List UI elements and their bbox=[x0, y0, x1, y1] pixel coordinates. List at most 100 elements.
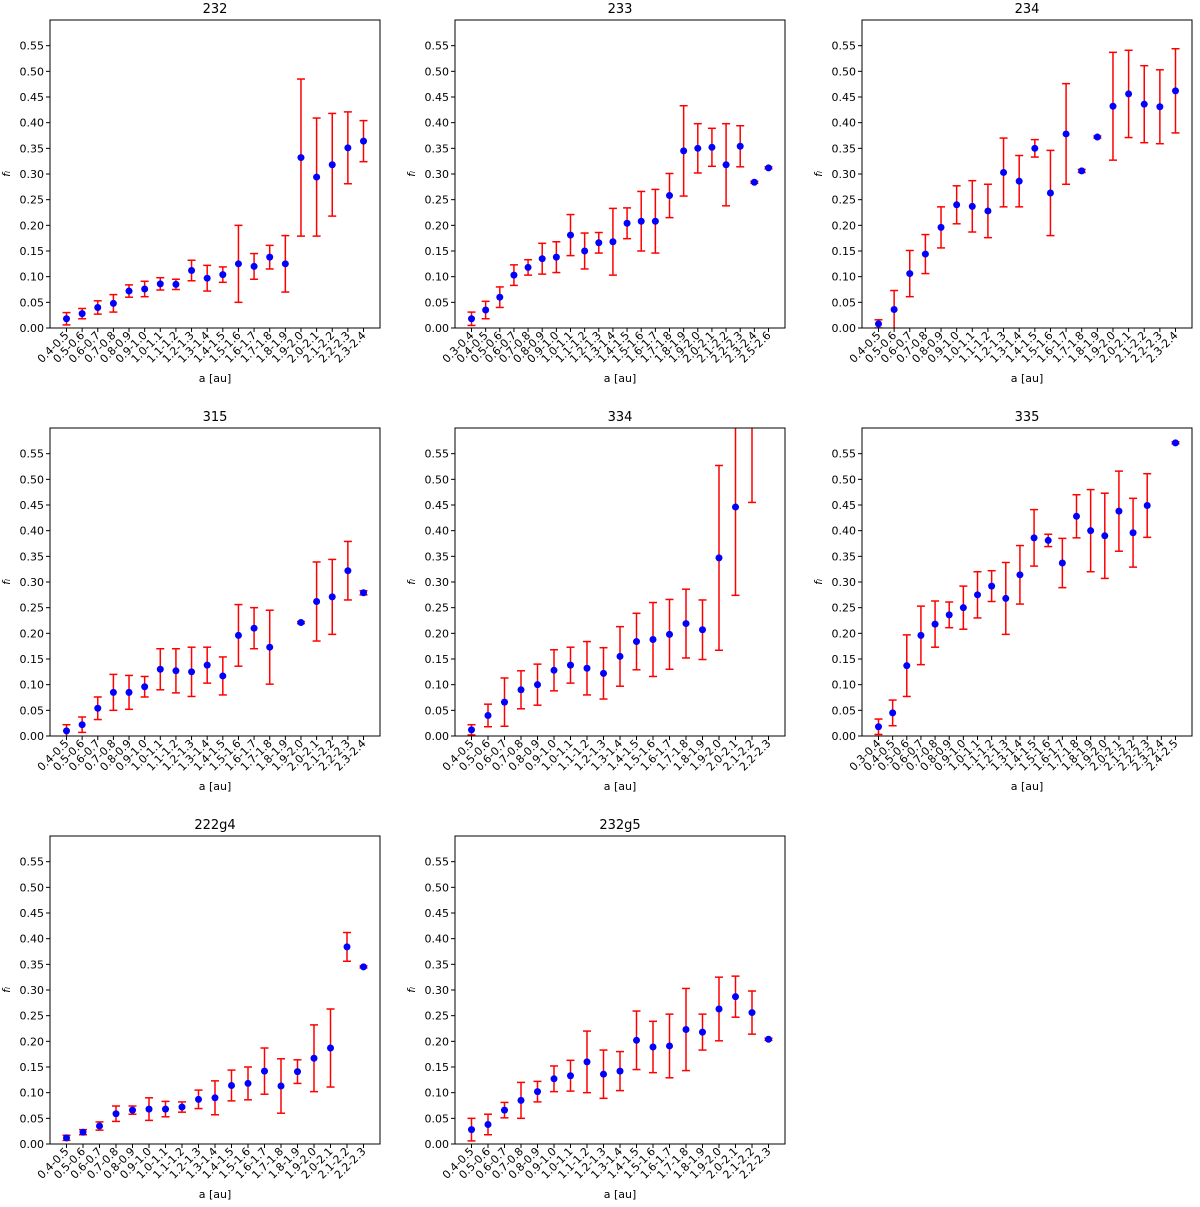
point bbox=[112, 1110, 120, 1118]
point bbox=[178, 1103, 186, 1111]
y-tick-label: 0.40 bbox=[20, 525, 45, 538]
y-tick-label: 0.20 bbox=[20, 219, 45, 232]
point bbox=[765, 164, 772, 172]
point bbox=[188, 668, 196, 676]
x-axis-label: a [au] bbox=[199, 780, 232, 793]
y-tick-label: 0.15 bbox=[832, 653, 857, 666]
y-tick-label: 0.50 bbox=[20, 473, 45, 486]
point bbox=[129, 1106, 136, 1114]
axes-frame bbox=[861, 427, 1193, 737]
axes-frame bbox=[454, 19, 786, 329]
point bbox=[360, 963, 367, 971]
axes-frame bbox=[454, 427, 786, 737]
point bbox=[583, 664, 591, 672]
y-tick-label: 0.05 bbox=[832, 704, 857, 717]
y-tick-label: 0.45 bbox=[20, 499, 45, 512]
point bbox=[484, 1120, 492, 1128]
subplot: 233 0.00 0.05 0.10 0.15 0.20 0.25 0.30 0.35 0.40 0… bbox=[405, 2, 786, 385]
y-tick-label: 0.00 bbox=[832, 322, 857, 335]
point bbox=[651, 217, 659, 225]
point bbox=[125, 688, 133, 696]
point bbox=[567, 231, 574, 239]
point bbox=[468, 726, 475, 734]
point bbox=[1062, 130, 1070, 138]
plot-area bbox=[467, 399, 756, 736]
point bbox=[633, 638, 640, 646]
point bbox=[1109, 102, 1117, 110]
y-tick-label: 0.35 bbox=[425, 550, 450, 563]
y-tick-label: 0.00 bbox=[425, 730, 450, 743]
y-tick-label: 0.55 bbox=[20, 856, 45, 869]
point bbox=[234, 260, 242, 268]
y-tick-label: 0.20 bbox=[832, 219, 857, 232]
point bbox=[211, 1094, 219, 1102]
point bbox=[959, 604, 967, 612]
point bbox=[750, 178, 758, 186]
point bbox=[715, 554, 723, 562]
point bbox=[250, 624, 258, 632]
point bbox=[328, 161, 336, 169]
point bbox=[765, 1035, 772, 1043]
point bbox=[988, 582, 996, 590]
y-axis-label: fₗ bbox=[0, 987, 13, 993]
y-tick-label: 0.30 bbox=[425, 168, 450, 181]
y-tick-label: 0.35 bbox=[20, 958, 45, 971]
y-tick-label: 0.50 bbox=[425, 473, 450, 486]
point bbox=[581, 247, 589, 255]
y-tick-label: 0.50 bbox=[20, 65, 45, 78]
y-tick-label: 0.10 bbox=[20, 679, 45, 692]
y-tick-label: 0.55 bbox=[425, 856, 450, 869]
y-tick-label: 0.35 bbox=[832, 550, 857, 563]
y-tick-label: 0.35 bbox=[20, 550, 45, 563]
point bbox=[328, 593, 336, 601]
point bbox=[501, 1106, 508, 1114]
y-tick-label: 0.30 bbox=[832, 576, 857, 589]
point bbox=[510, 271, 518, 279]
x-axis-label: a [au] bbox=[1011, 780, 1044, 793]
point bbox=[715, 1005, 723, 1013]
y-tick-label: 0.15 bbox=[832, 245, 857, 258]
y-tick-label: 0.00 bbox=[425, 1138, 450, 1151]
point bbox=[534, 1088, 541, 1096]
point bbox=[188, 267, 196, 275]
point bbox=[649, 635, 657, 643]
plot-area bbox=[874, 47, 1180, 328]
y-tick-label: 0.50 bbox=[832, 473, 857, 486]
y-tick-label: 0.25 bbox=[832, 194, 857, 207]
point bbox=[266, 253, 274, 261]
point bbox=[906, 270, 914, 278]
point bbox=[517, 1096, 525, 1104]
axes-frame bbox=[861, 19, 1193, 329]
point bbox=[156, 665, 164, 673]
y-tick-label: 0.55 bbox=[832, 40, 857, 53]
point bbox=[203, 274, 211, 282]
point bbox=[722, 161, 730, 169]
y-tick-label: 0.10 bbox=[425, 1087, 450, 1100]
point bbox=[1015, 177, 1023, 185]
point bbox=[109, 688, 117, 696]
y-tick-label: 0.30 bbox=[832, 168, 857, 181]
point bbox=[1129, 529, 1137, 537]
point bbox=[468, 315, 475, 323]
point bbox=[1016, 571, 1024, 579]
point bbox=[945, 611, 953, 619]
y-tick-label: 0.05 bbox=[20, 1112, 45, 1125]
y-tick-label: 0.20 bbox=[425, 219, 450, 232]
point bbox=[637, 217, 645, 225]
x-axis-label: a [au] bbox=[199, 372, 232, 385]
point bbox=[172, 667, 180, 675]
point bbox=[609, 238, 617, 246]
y-tick-label: 0.05 bbox=[425, 1112, 450, 1125]
point bbox=[534, 681, 541, 689]
point bbox=[1172, 87, 1179, 95]
subplot-title: 232 bbox=[203, 2, 228, 17]
point bbox=[749, 399, 756, 406]
point bbox=[595, 239, 603, 247]
y-tick-label: 0.00 bbox=[20, 730, 45, 743]
point bbox=[1031, 144, 1039, 152]
point bbox=[195, 1095, 202, 1103]
point bbox=[583, 1058, 591, 1066]
point bbox=[1078, 167, 1086, 175]
point bbox=[903, 662, 911, 670]
point bbox=[297, 154, 305, 162]
